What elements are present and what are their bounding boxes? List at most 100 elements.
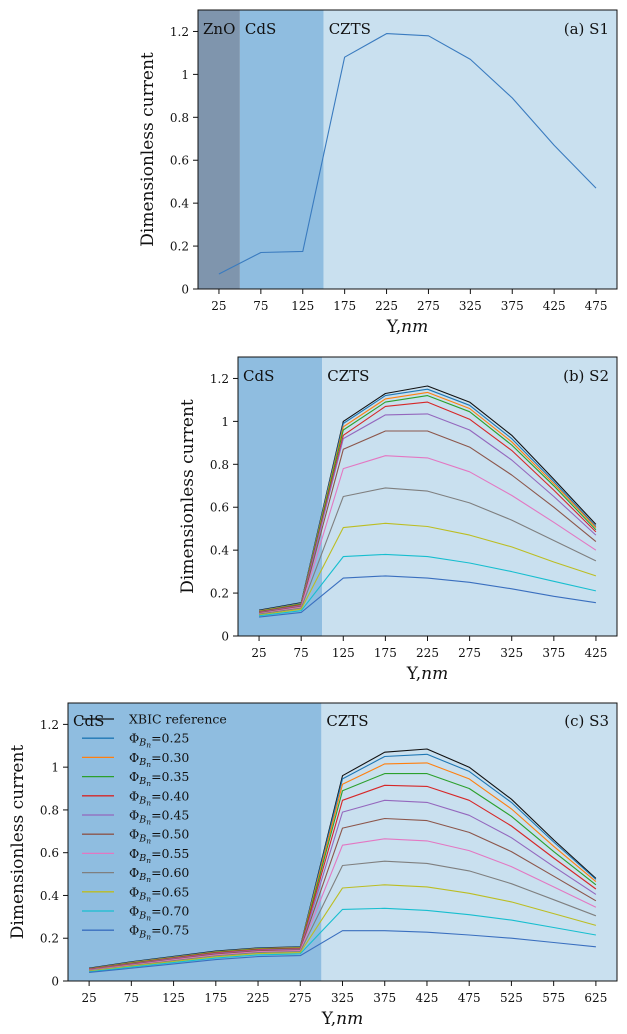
x-tick-label: 375	[501, 299, 524, 313]
x-tick-label: 75	[294, 646, 309, 660]
y-tick-label: 0.2	[210, 587, 229, 601]
y-tick-label: 0.6	[170, 154, 189, 168]
region-cds	[238, 357, 323, 636]
x-tick-label: 25	[251, 646, 266, 660]
region-label-czts: CZTS	[329, 20, 371, 38]
panel-title: (c) S3	[564, 712, 609, 730]
x-tick-label: 225	[375, 299, 398, 313]
x-tick-label: 275	[289, 991, 312, 1005]
x-tick-label: 225	[416, 646, 439, 660]
x-tick-label: 325	[331, 991, 354, 1005]
y-axis-label: Dimensionless current	[138, 52, 158, 247]
x-tick-label: 125	[162, 991, 185, 1005]
series-line-10	[89, 884, 597, 972]
x-tick-label: 175	[333, 299, 356, 313]
y-tick-label: 0.4	[170, 197, 189, 211]
legend-label-2: ΦBn=0.25	[129, 731, 189, 750]
region-label-czts: CZTS	[327, 367, 369, 385]
legend-label-3: ΦBn=0.30	[129, 750, 189, 769]
series-line-9	[259, 487, 597, 615]
x-tick-label: 25	[81, 991, 96, 1005]
region-label-czts: CZTS	[326, 712, 368, 730]
y-tick-label: 0	[51, 975, 59, 989]
series-line-11	[259, 553, 597, 617]
legend-label-7: ΦBn=0.50	[129, 827, 189, 846]
x-axis-label: Y,nm	[321, 1009, 364, 1029]
y-tick-label: 0.2	[40, 932, 59, 946]
x-tick-label: 225	[247, 991, 270, 1005]
y-tick-label: 1	[51, 761, 59, 775]
x-tick-label: 325	[459, 299, 482, 313]
region-label-cds: CdS	[245, 20, 276, 38]
x-tick-label: 75	[124, 991, 139, 1005]
y-tick-label: 1.2	[210, 372, 229, 386]
x-tick-label: 275	[458, 646, 481, 660]
y-axis-label: Dimensionless current	[8, 745, 28, 940]
x-tick-label: 375	[542, 646, 565, 660]
y-tick-label: 1	[221, 415, 229, 429]
x-tick-label: 575	[542, 991, 565, 1005]
y-tick-label: 0	[221, 630, 229, 644]
x-tick-label: 125	[332, 646, 355, 660]
legend-label-9: ΦBn=0.60	[129, 865, 189, 884]
y-tick-label: 1	[181, 68, 189, 82]
chart-panel-2: CdS CZTS 25 75 125 175 225 275 325 375 425 0 0.2 0.4 0…	[178, 356, 618, 684]
region-cds	[68, 703, 322, 981]
y-tick-label: 0.4	[210, 544, 229, 558]
legend-label-4: ΦBn=0.35	[129, 769, 189, 788]
y-tick-label: 0.8	[170, 111, 189, 125]
legend-label-11: ΦBn=0.70	[129, 904, 189, 923]
legend-label-1: XBIC reference	[129, 712, 227, 727]
series-line-8	[259, 455, 597, 615]
region-czts	[323, 10, 617, 289]
region-label-cds: CdS	[73, 712, 104, 730]
y-axis-label: Dimensionless current	[178, 399, 198, 594]
chart-panel-3: CdS CZTS 25 75 125 175 225 275 325 375 425 475 525 57…	[8, 702, 618, 1029]
x-tick-label: 525	[500, 991, 523, 1005]
region-label-zno: ZnO	[203, 20, 235, 38]
legend-label-12: ΦBn=0.75	[129, 923, 189, 942]
panel-title: (a) S1	[564, 20, 609, 38]
legend-label-5: ΦBn=0.40	[129, 788, 189, 807]
x-tick-label: 425	[584, 646, 607, 660]
x-tick-label: 175	[204, 991, 227, 1005]
y-tick-label: 1.2	[40, 718, 59, 732]
x-tick-label: 75	[253, 299, 268, 313]
series-line-7	[259, 430, 597, 614]
y-tick-label: 0.2	[170, 240, 189, 254]
y-tick-label: 0.6	[40, 846, 59, 860]
region-zno	[198, 10, 240, 289]
x-tick-label: 475	[458, 991, 481, 1005]
y-tick-label: 0.4	[40, 889, 59, 903]
series-line-6	[89, 799, 597, 971]
series-line-11	[89, 907, 596, 973]
y-tick-label: 0	[181, 283, 189, 297]
x-tick-label: 325	[500, 646, 523, 660]
x-tick-label: 175	[374, 646, 397, 660]
x-tick-label: 475	[585, 299, 608, 313]
series-line-8	[89, 838, 597, 971]
panel-title: (b) S2	[563, 367, 609, 385]
series-line-9	[89, 860, 597, 972]
y-tick-label: 0.8	[210, 458, 229, 472]
x-axis-label: Y,nm	[386, 317, 429, 337]
x-tick-label: 275	[417, 299, 440, 313]
x-axis-label: Y,nm	[406, 664, 449, 684]
legend-label-6: ΦBn=0.45	[129, 808, 189, 827]
x-tick-label: 425	[543, 299, 566, 313]
legend-label-10: ΦBn=0.65	[129, 884, 189, 903]
y-tick-label: 0.6	[210, 501, 229, 515]
region-czts	[322, 357, 617, 636]
x-tick-label: 425	[416, 991, 439, 1005]
legend: XBIC referenceΦBn=0.25ΦBn=0.30ΦBn=0.35ΦB…	[82, 712, 227, 942]
series-line-12	[89, 930, 596, 973]
series-line-12	[259, 575, 596, 618]
series-line-6	[259, 413, 597, 613]
x-tick-label: 25	[211, 299, 226, 313]
series-line-1	[218, 33, 597, 275]
legend-label-8: ΦBn=0.55	[129, 846, 189, 865]
chart-panel-1: ZnO CdS CZTS 25 75 125 175 225 275 325 375 425 475 0 0…	[138, 9, 618, 337]
y-tick-label: 1.2	[170, 25, 189, 39]
region-label-cds: CdS	[243, 367, 274, 385]
